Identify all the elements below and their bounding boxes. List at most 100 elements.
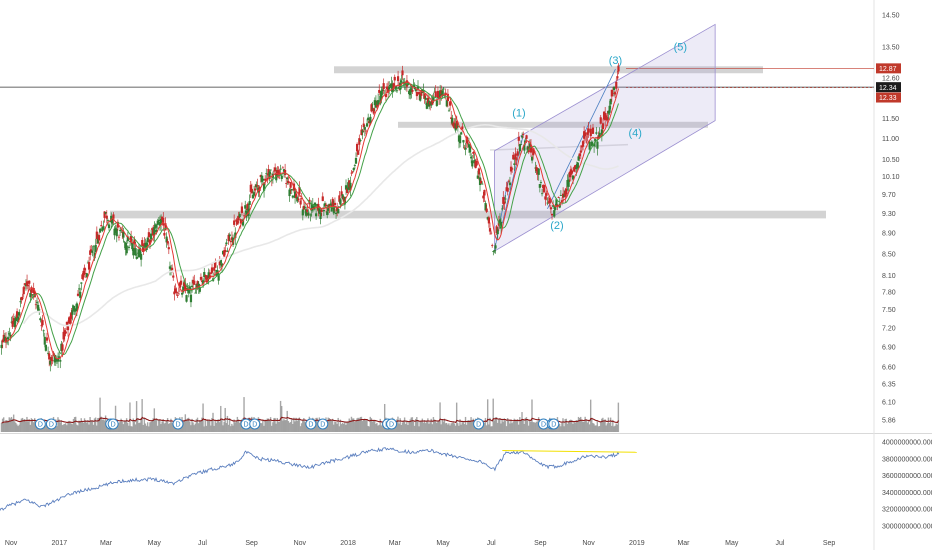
candle-body [311,203,314,208]
candle-body [132,247,135,256]
candle-body [341,194,344,200]
volume-bar [165,420,168,432]
volume-bar [465,424,468,432]
candle-body [348,180,351,188]
volume-pane: DDDDDDDDDDDDDDD [0,397,620,432]
candle-body [83,267,86,271]
price-tick-label: 6.90 [882,344,896,351]
time-tick-label: 2018 [340,540,356,547]
volume-bar [498,419,500,432]
volume-bar [279,400,282,432]
candle-body [439,90,442,98]
candle-body [157,219,160,222]
volume-bar [514,419,517,432]
volume-bar [231,423,233,432]
candle-body [156,220,159,225]
volume-bar [589,399,592,432]
volume-bar [88,424,90,432]
candle-body [361,130,364,133]
volume-bar [587,421,590,432]
candle-body [58,356,61,358]
candle-body [280,175,283,179]
candle-body [185,295,188,302]
candle-body [99,228,102,233]
volume-bar [591,417,593,432]
price-tick-label: 8.50 [882,251,896,258]
candle-body [416,86,420,89]
volume-bar [298,417,301,432]
candle-body [567,179,570,187]
volume-bar [615,423,617,432]
candle-body [440,90,443,95]
price-tick-label: 9.30 [882,211,896,218]
candle-body [611,92,615,94]
dividend-marker [34,418,46,430]
volume-bar [169,423,171,432]
candle-body [522,134,525,135]
volume-bar [402,420,405,432]
candle-body [206,275,209,282]
volume-bar [383,403,386,432]
candle-body [15,311,19,319]
price-tick-label: 10.10 [882,174,900,181]
candle-body [163,232,166,236]
dividend-marker-label: D [252,422,257,429]
dividend-marker-label: D [243,422,248,429]
candle-body [396,76,400,82]
volume-bar [163,423,165,432]
candle-body [168,266,172,269]
volume-bar [34,418,36,432]
candle-body [595,132,598,134]
dividend-marker-label: D [49,422,54,429]
candle-body [224,250,227,253]
volume-bar [164,422,167,432]
candle-body [578,153,581,157]
candle-body [176,295,179,296]
candle-body [18,312,21,316]
volume-bar [399,418,401,432]
volume-bar [159,419,161,432]
candle-body [399,83,402,90]
candle-body [502,197,505,204]
candle-body [392,83,395,89]
candle-body [24,284,28,287]
volume-bar [563,426,565,432]
volume-bar [296,420,298,432]
candle-body [252,192,256,196]
candle-body [286,177,289,180]
candle-body [370,104,373,112]
volume-bar [230,426,232,432]
candle-body [41,320,44,326]
candle-body [240,206,244,213]
volume-bar [303,418,305,432]
indicator-tick-label: 4000000000.000 [882,440,932,447]
candle-body [194,292,197,294]
volume-bar [330,420,333,432]
dividend-marker [305,418,317,430]
candle-body [23,283,26,285]
candle-body [161,216,164,220]
candle-body [175,291,178,293]
volume-bar [123,420,126,432]
candle-body [256,185,259,187]
volume-bar [59,422,61,432]
volume-bar [454,425,457,432]
candle-body [354,157,358,164]
candle-body [485,208,488,212]
candle-body [76,293,80,296]
volume-bar [32,422,35,432]
candle-body [190,285,194,288]
volume-bar [144,423,147,432]
candle-body [388,86,391,90]
candle-body [435,100,438,106]
candle-body [128,241,132,242]
volume-bar [105,423,108,432]
candle-body [493,249,496,252]
candle-body [130,235,133,243]
candle-body [350,172,353,174]
volume-bar [453,423,456,432]
volume-bar [519,417,521,432]
volume-bar [211,417,213,432]
volume-bar [60,420,62,432]
candle-body [145,242,148,251]
